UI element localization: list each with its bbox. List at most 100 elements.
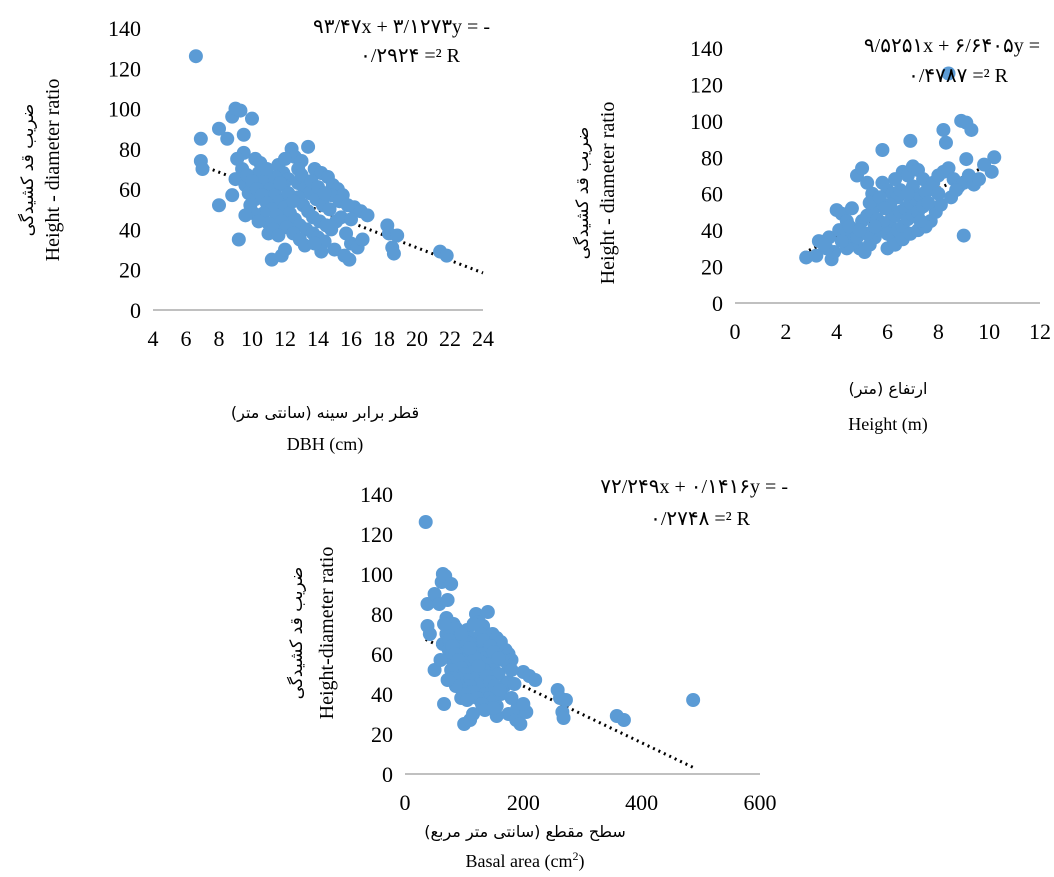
basal-y-tick-label: 20 [371, 722, 393, 747]
dbh-data-point [278, 242, 292, 257]
basal-y-tick-label: 0 [382, 762, 393, 787]
height-data-point [949, 183, 964, 198]
basal-x-label-en-sup: 2 [572, 849, 578, 863]
height-data-point [956, 228, 971, 243]
height-data-point [844, 201, 859, 216]
height-y-label-en: Height - diameter ratio [597, 102, 619, 285]
basal-y-tick-label: 80 [371, 602, 393, 627]
dbh-data-point [271, 228, 286, 243]
basal-r-squared: ۰/۲۷۴۸ =² R [650, 508, 751, 530]
height-equation: ۹/۵۲۵۱x + ۶/۶۴۰۵y = [864, 35, 1040, 57]
height-data-point [977, 157, 992, 172]
dbh-data-point [344, 212, 358, 227]
basal-data-point [454, 627, 469, 641]
dbh-data-point [231, 232, 246, 247]
dbh-y-tick-label: 140 [108, 16, 141, 41]
basal-y-label-en: Height-diameter ratio [316, 547, 338, 720]
basal-y-tick-label: 140 [360, 482, 393, 507]
basal-data-point [433, 653, 448, 667]
dbh-data-point [220, 131, 235, 146]
chart-basal-area: 0 20 40 60 80 100 120 140 0 200 400 600 ۷۲/۲۴۹x + ۰… [286, 476, 788, 872]
height-data-point [875, 143, 890, 157]
dbh-y-tick-label: 100 [108, 97, 141, 122]
dbh-y-tick-label: 120 [108, 56, 141, 81]
basal-data-point [686, 693, 701, 707]
height-x-tick-label: 12 [1029, 319, 1051, 344]
basal-x-label-en-end: ) [578, 851, 584, 872]
dbh-y-label-fa: ضریب قد کشیدگی [17, 104, 38, 237]
basal-data-point [616, 713, 631, 727]
height-y-tick-label: 80 [701, 145, 723, 170]
dbh-data-point [251, 214, 266, 229]
dbh-data-point [225, 188, 240, 203]
basal-data-point [437, 697, 452, 711]
basal-data-point [491, 651, 506, 665]
basal-data-point [420, 597, 435, 611]
basal-y-label-fa: ضریب قد کشیدگی [286, 567, 307, 700]
basal-data-point [513, 717, 528, 731]
height-data-point [872, 190, 887, 205]
height-y-tick-label: 20 [701, 255, 723, 280]
height-y-tick-label: 100 [690, 109, 723, 134]
dbh-data-point [278, 151, 292, 166]
height-data-point [941, 161, 956, 176]
height-data-point [809, 248, 824, 263]
height-data-point [941, 66, 956, 81]
basal-data-point [471, 659, 486, 673]
dbh-data-point [386, 246, 401, 261]
height-data-point [921, 195, 936, 210]
basal-data-point [528, 673, 543, 687]
dbh-data-point [245, 111, 259, 126]
dbh-data-point [339, 226, 354, 241]
basal-data-point [444, 577, 459, 591]
dbh-x-tick-label: 20 [406, 326, 428, 351]
dbh-data-point [273, 176, 288, 191]
height-data-point [867, 219, 882, 234]
dbh-data-point [233, 103, 248, 118]
dbh-data-point [236, 127, 251, 142]
height-x-label-en: Height (m) [848, 414, 927, 435]
height-data-point [938, 135, 953, 150]
basal-x-label-en-main: Basal area (cm [466, 851, 573, 872]
height-x-tick-label: 4 [831, 319, 842, 344]
dbh-data-point [307, 236, 322, 251]
height-x-tick-label: 8 [933, 319, 944, 344]
basal-data-point [440, 673, 455, 687]
dbh-data-point [340, 198, 355, 213]
dbh-y-tick-label: 80 [119, 137, 141, 162]
height-x-tick-label: 10 [978, 319, 1000, 344]
basal-data-point [460, 693, 475, 707]
height-data-point [987, 150, 1002, 165]
basal-data-point [466, 707, 481, 721]
height-y-tick-label: 140 [690, 36, 723, 61]
height-data-point [936, 122, 951, 137]
height-data-point [918, 184, 933, 199]
dbh-y-tick-label: 40 [119, 217, 141, 242]
height-y-tick-label: 40 [701, 218, 723, 243]
dbh-x-tick-label: 18 [373, 326, 395, 351]
height-data-point [913, 214, 928, 229]
dbh-equation: ۹۳/۴۷x + ۳/۱۲۷۳y = - [313, 16, 490, 38]
basal-x-tick-label: 200 [507, 790, 540, 815]
height-y-tick-label: 60 [701, 182, 723, 207]
basal-y-tick-label: 60 [371, 642, 393, 667]
basal-x-tick-label: 400 [625, 790, 658, 815]
basal-x-tick-label: 0 [400, 790, 411, 815]
basal-y-tick-label: 120 [360, 522, 393, 547]
basal-data-point [486, 701, 501, 715]
height-y-label-fa: ضریب قد کشیدگی [572, 127, 593, 260]
height-y-tick-label: 120 [690, 72, 723, 97]
dbh-y-label-en: Height - diameter ratio [42, 79, 64, 262]
dbh-data-point [390, 228, 405, 243]
dbh-data-point [439, 248, 454, 263]
height-data-point [900, 186, 915, 201]
basal-data-point [558, 693, 573, 707]
height-data-point [888, 172, 903, 187]
dbh-x-tick-label: 10 [241, 326, 263, 351]
basal-data-point [492, 683, 507, 697]
basal-data-point [556, 711, 571, 725]
dbh-data-point [195, 162, 210, 176]
dbh-data-point [230, 151, 245, 166]
basal-x-label-fa: سطح مقطع (سانتی متر مربع) [424, 822, 625, 842]
height-x-tick-label: 2 [780, 319, 791, 344]
